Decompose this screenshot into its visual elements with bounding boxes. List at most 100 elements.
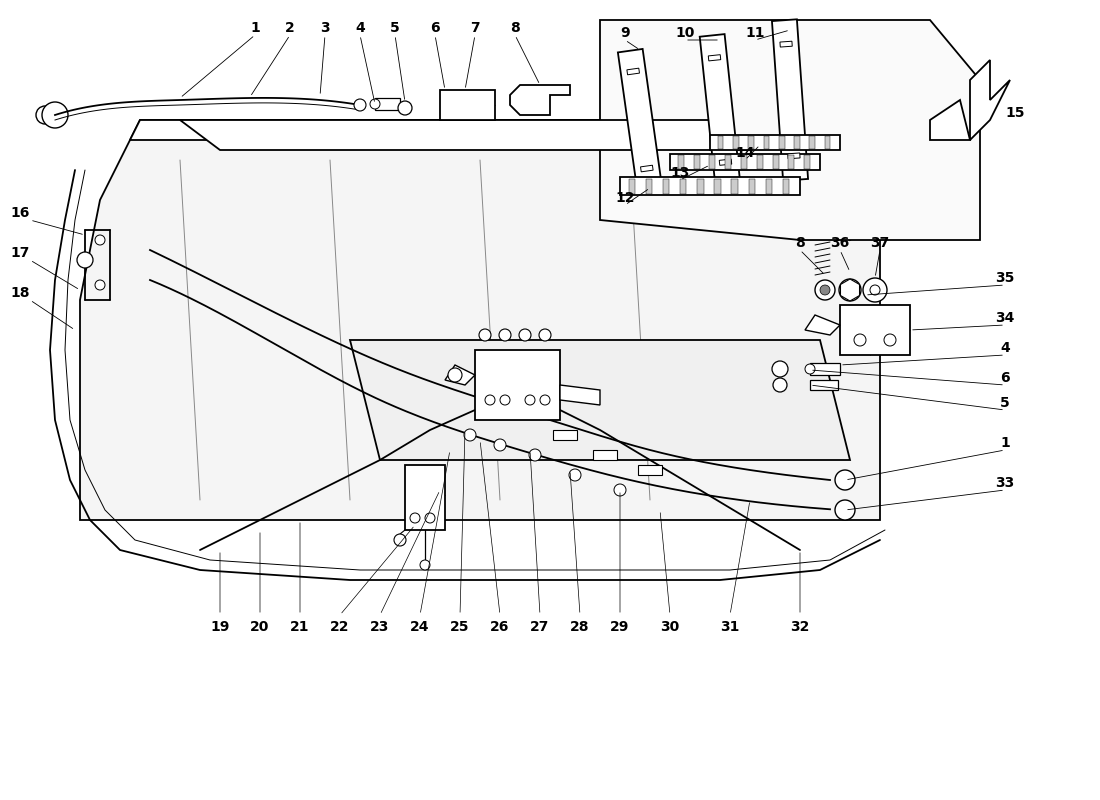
Circle shape bbox=[370, 99, 379, 109]
Polygon shape bbox=[930, 100, 970, 140]
Circle shape bbox=[499, 329, 512, 341]
Text: 4: 4 bbox=[1000, 341, 1010, 355]
Circle shape bbox=[835, 470, 855, 490]
Bar bbox=[440, 90, 495, 120]
Circle shape bbox=[884, 334, 896, 346]
Bar bbox=[741, 155, 747, 169]
Circle shape bbox=[394, 534, 406, 546]
Circle shape bbox=[773, 378, 786, 392]
Bar bbox=[772, 155, 779, 169]
Bar bbox=[825, 137, 830, 149]
Bar bbox=[714, 178, 720, 194]
Circle shape bbox=[485, 395, 495, 405]
Circle shape bbox=[870, 285, 880, 295]
Bar bbox=[553, 430, 578, 440]
Polygon shape bbox=[350, 340, 850, 460]
Bar bbox=[717, 137, 724, 149]
Text: eurospares: eurospares bbox=[180, 314, 260, 326]
Text: 26: 26 bbox=[491, 620, 509, 634]
Bar bbox=[810, 137, 815, 149]
Bar bbox=[804, 155, 810, 169]
Bar bbox=[725, 155, 732, 169]
Circle shape bbox=[815, 280, 835, 300]
Text: 5: 5 bbox=[390, 21, 400, 35]
Circle shape bbox=[835, 500, 855, 520]
Text: 16: 16 bbox=[11, 206, 30, 220]
Text: 18: 18 bbox=[11, 286, 30, 300]
Text: 23: 23 bbox=[371, 620, 389, 634]
Bar bbox=[638, 465, 662, 475]
Circle shape bbox=[772, 361, 788, 377]
Text: 3: 3 bbox=[320, 21, 330, 35]
Bar bbox=[663, 178, 669, 194]
Polygon shape bbox=[627, 68, 639, 74]
Circle shape bbox=[398, 101, 412, 115]
Polygon shape bbox=[708, 54, 720, 61]
Bar bbox=[748, 137, 754, 149]
Text: 32: 32 bbox=[790, 620, 810, 634]
Circle shape bbox=[354, 99, 366, 111]
Circle shape bbox=[410, 513, 420, 523]
Bar bbox=[783, 178, 790, 194]
Text: 5: 5 bbox=[1000, 396, 1010, 410]
Circle shape bbox=[42, 102, 68, 128]
Text: 25: 25 bbox=[450, 620, 470, 634]
Text: 31: 31 bbox=[720, 620, 739, 634]
Polygon shape bbox=[788, 153, 800, 158]
Circle shape bbox=[525, 395, 535, 405]
Circle shape bbox=[420, 560, 430, 570]
Polygon shape bbox=[560, 385, 600, 405]
Polygon shape bbox=[80, 120, 880, 520]
Circle shape bbox=[36, 106, 54, 124]
Circle shape bbox=[839, 279, 861, 301]
Polygon shape bbox=[780, 42, 792, 47]
Circle shape bbox=[95, 235, 104, 245]
Bar bbox=[710, 135, 840, 150]
Circle shape bbox=[478, 329, 491, 341]
Text: 19: 19 bbox=[210, 620, 230, 634]
Text: 8: 8 bbox=[795, 236, 805, 250]
Text: 24: 24 bbox=[410, 620, 430, 634]
Circle shape bbox=[448, 368, 462, 382]
Polygon shape bbox=[700, 34, 740, 186]
Text: 1: 1 bbox=[250, 21, 260, 35]
Bar bbox=[405, 465, 446, 530]
Circle shape bbox=[425, 513, 435, 523]
Polygon shape bbox=[510, 85, 570, 115]
Circle shape bbox=[614, 484, 626, 496]
Bar bbox=[757, 155, 762, 169]
Text: 4: 4 bbox=[355, 21, 365, 35]
Bar bbox=[680, 178, 686, 194]
Bar bbox=[749, 178, 755, 194]
Text: 9: 9 bbox=[620, 26, 630, 40]
Polygon shape bbox=[618, 49, 662, 191]
Bar bbox=[789, 155, 794, 169]
Circle shape bbox=[864, 278, 887, 302]
Text: 13: 13 bbox=[670, 166, 690, 180]
Polygon shape bbox=[805, 315, 840, 335]
Bar bbox=[840, 305, 910, 355]
Text: 11: 11 bbox=[746, 26, 764, 40]
Polygon shape bbox=[446, 365, 475, 385]
Text: 21: 21 bbox=[290, 620, 310, 634]
Bar bbox=[593, 450, 617, 460]
Bar bbox=[694, 155, 700, 169]
Polygon shape bbox=[130, 120, 880, 240]
Circle shape bbox=[500, 395, 510, 405]
Circle shape bbox=[805, 364, 815, 374]
Bar bbox=[670, 154, 820, 170]
Polygon shape bbox=[600, 20, 980, 240]
Polygon shape bbox=[180, 120, 750, 150]
Text: 22: 22 bbox=[330, 620, 350, 634]
Text: 14: 14 bbox=[735, 146, 755, 160]
Circle shape bbox=[854, 334, 866, 346]
Circle shape bbox=[494, 439, 506, 451]
Text: 8: 8 bbox=[510, 21, 520, 35]
Polygon shape bbox=[719, 159, 732, 166]
Polygon shape bbox=[970, 60, 1010, 140]
Polygon shape bbox=[772, 19, 808, 181]
Bar bbox=[794, 137, 800, 149]
Text: 15: 15 bbox=[1005, 106, 1025, 120]
Bar bbox=[628, 178, 635, 194]
Text: 37: 37 bbox=[870, 236, 890, 250]
